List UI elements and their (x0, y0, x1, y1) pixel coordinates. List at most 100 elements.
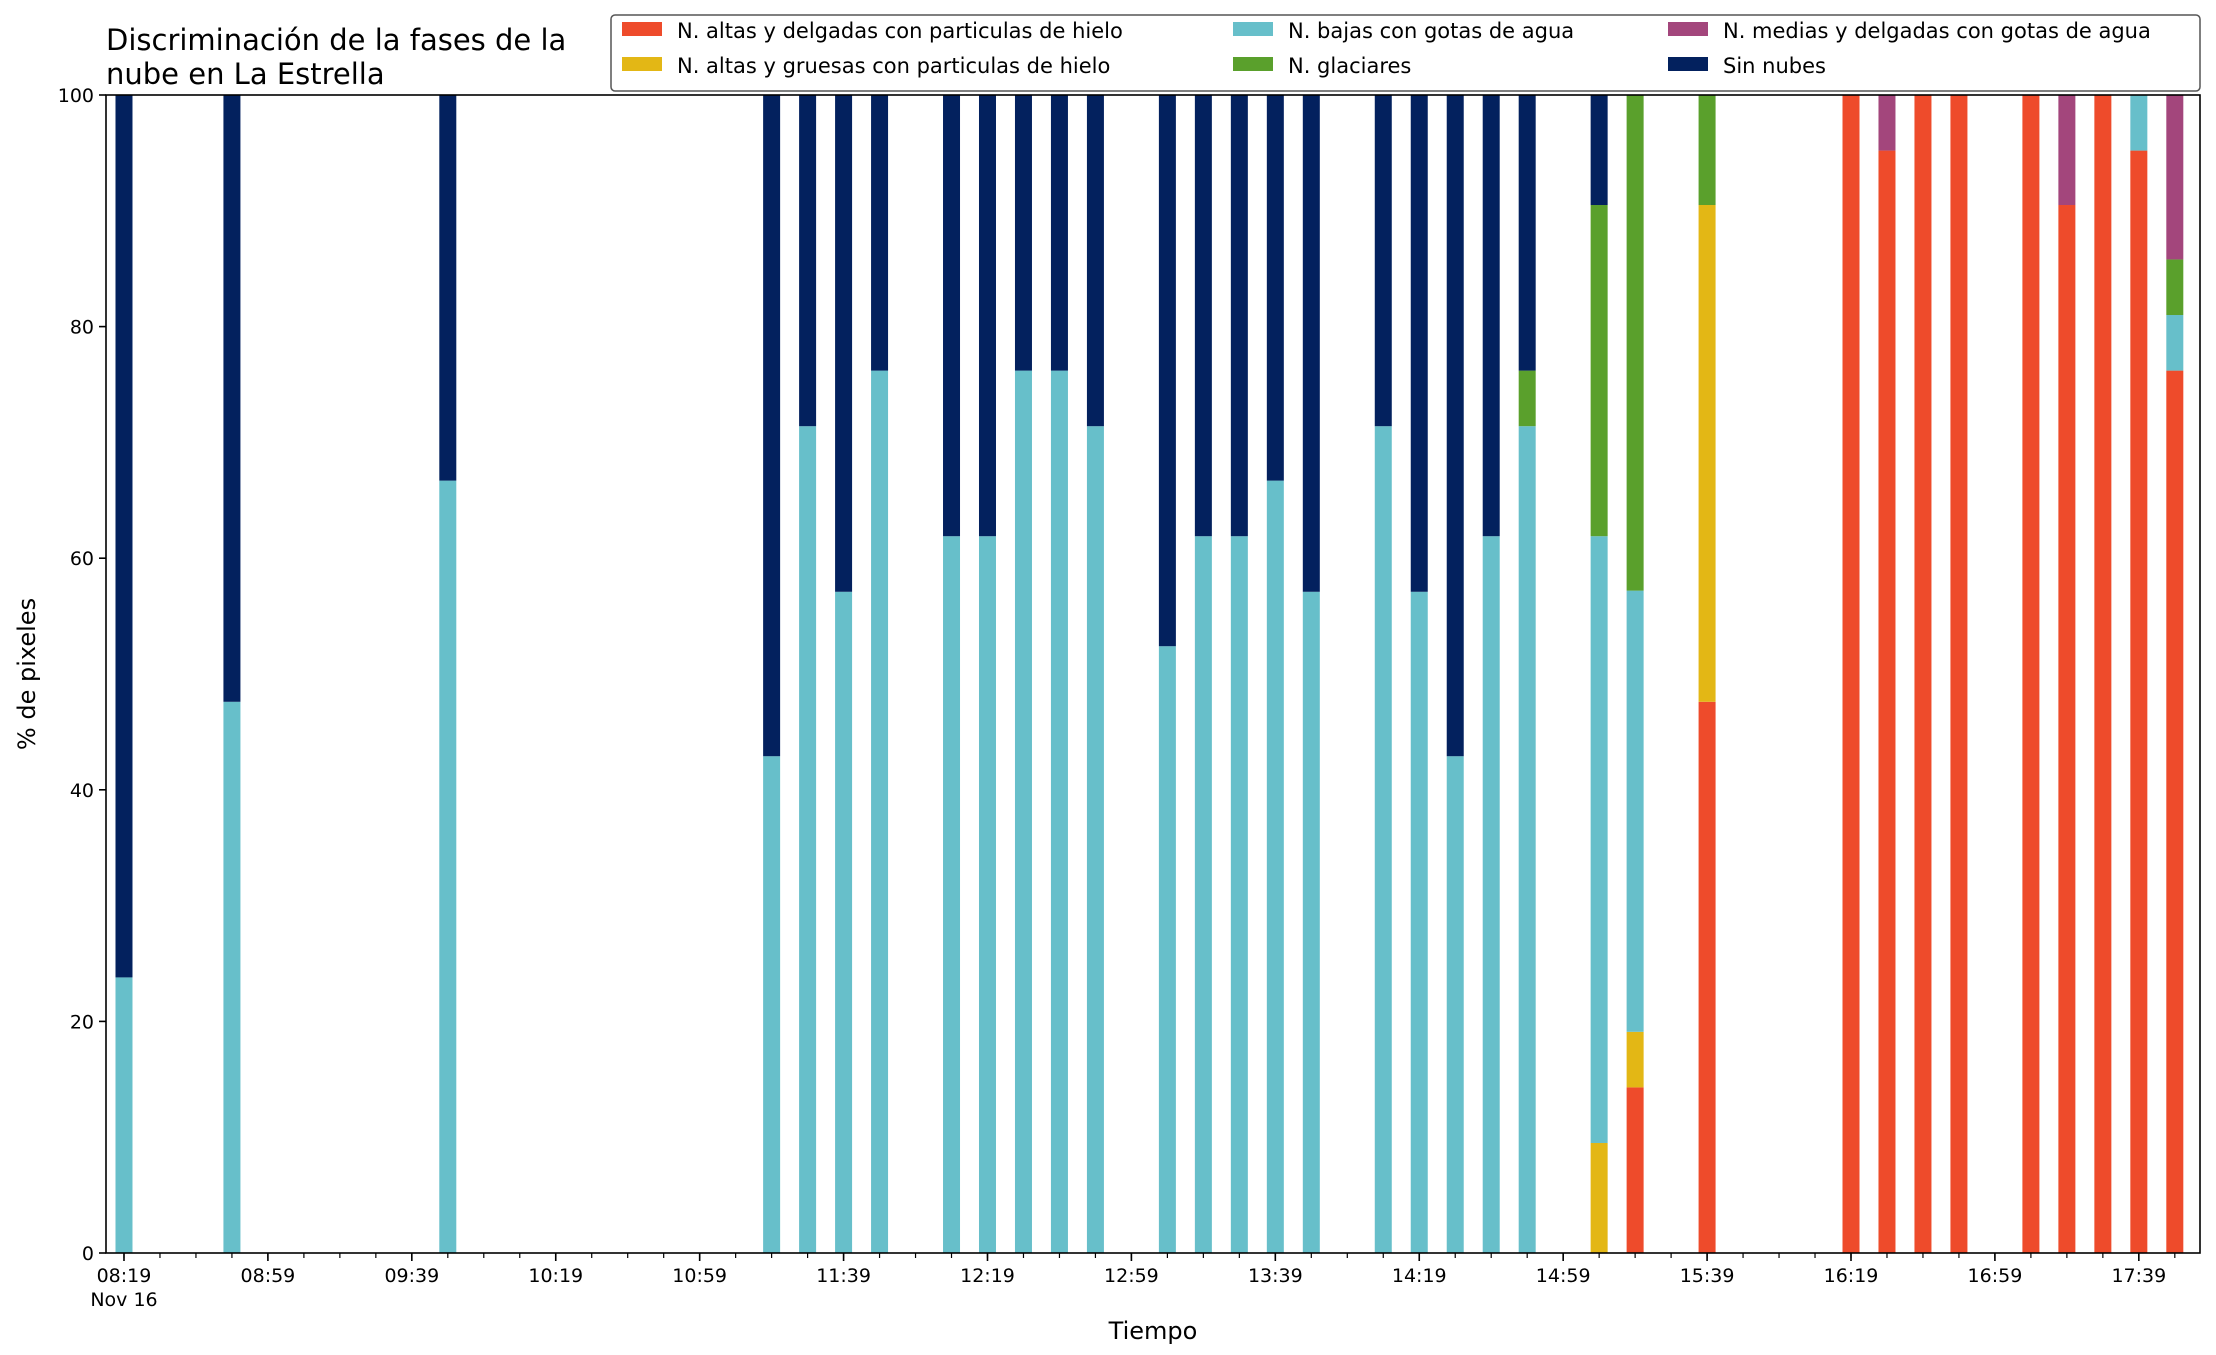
bar-segment-bajas_agua-16 (1302, 591, 1320, 1253)
plot-frame (105, 94, 2201, 1254)
bar-segment-alt_delg_hielo-29 (2022, 95, 2040, 1253)
bar-segment-sin_nubes-20 (1482, 95, 1500, 537)
bar-segment-bajas_agua-14 (1230, 536, 1248, 1253)
y-tick-label: 80 (70, 317, 94, 339)
bar-segment-alt_delg_hielo-33 (2166, 370, 2184, 1254)
bar-segment-glaciares-21 (1518, 370, 1536, 427)
bar-segment-glaciares-24 (1698, 95, 1716, 206)
bar-segment-bajas_agua-9 (1014, 370, 1032, 1254)
x-tick-label: 10:19 (528, 1265, 583, 1287)
bar-segment-alt_delg_hielo-25 (1842, 95, 1860, 1253)
bar-segment-sin_nubes-21 (1518, 95, 1536, 371)
legend-label-bajas_agua: N. bajas con gotas de agua (1288, 19, 1574, 43)
bar-segment-bajas_agua-12 (1158, 646, 1176, 1253)
y-tick-label: 60 (70, 548, 94, 570)
legend-swatch-alt_grue_hielo (622, 57, 662, 71)
bar-segment-alt_grue_hielo-22 (1590, 1142, 1608, 1253)
legend-swatch-alt_delg_hielo (622, 22, 662, 36)
bars-layer (115, 95, 2184, 1254)
bar-segment-bajas_agua-23 (1626, 590, 1644, 1032)
bar-segment-bajas_agua-6 (871, 370, 889, 1254)
legend-swatch-bajas_agua (1233, 22, 1273, 36)
bar-segment-sin_nubes-0 (115, 95, 133, 978)
bar-segment-bajas_agua-7 (943, 536, 961, 1253)
x-date-label: Nov 16 (90, 1289, 157, 1311)
bar-segment-glaciares-33 (2166, 259, 2184, 316)
legend-box (610, 14, 2201, 92)
x-tick-label: 17:39 (2111, 1265, 2166, 1287)
bar-segment-bajas_agua-3 (763, 756, 781, 1253)
y-axis-label: % de pixeles (13, 598, 41, 750)
bar-segment-bajas_agua-20 (1482, 536, 1500, 1253)
bar-segment-sin_nubes-12 (1158, 95, 1176, 647)
bar-segment-sin_nubes-15 (1266, 95, 1284, 481)
bar-segment-alt_delg_hielo-26 (1878, 150, 1896, 1254)
bar-segment-bajas_agua-0 (115, 977, 133, 1253)
bar-segment-bajas_agua-19 (1446, 756, 1464, 1253)
bar-segment-sin_nubes-17 (1374, 95, 1392, 427)
chart-title-line-1: Discriminación de la fases de la (106, 23, 566, 57)
bar-segment-bajas_agua-4 (799, 426, 817, 1253)
bar-segment-alt_delg_hielo-30 (2058, 205, 2076, 1253)
bar-segment-glaciares-23 (1626, 95, 1644, 591)
bar-segment-bajas_agua-2 (439, 480, 457, 1253)
bar-segment-sin_nubes-8 (978, 95, 996, 537)
bar-segment-alt_delg_hielo-28 (1950, 95, 1968, 1253)
bar-segment-bajas_agua-13 (1194, 536, 1212, 1253)
bar-segment-sin_nubes-19 (1446, 95, 1464, 757)
bar-segment-alt_delg_hielo-32 (2130, 150, 2148, 1254)
bar-segment-medias_agua-33 (2166, 95, 2184, 260)
bar-segment-bajas_agua-11 (1086, 426, 1104, 1253)
bar-segment-bajas_agua-1 (223, 701, 241, 1253)
bar-segment-alt_delg_hielo-27 (1914, 95, 1932, 1253)
legend-swatch-medias_agua (1668, 22, 1708, 36)
x-tick-label: 14:59 (1536, 1265, 1591, 1287)
bar-segment-alt_delg_hielo-31 (2094, 95, 2112, 1253)
bar-segment-bajas_agua-32 (2130, 95, 2148, 151)
bar-segment-sin_nubes-6 (871, 95, 889, 371)
bar-segment-bajas_agua-8 (978, 536, 996, 1253)
bar-segment-sin_nubes-11 (1086, 95, 1104, 427)
x-tick-label: 11:39 (816, 1265, 871, 1287)
bar-segment-sin_nubes-7 (943, 95, 961, 537)
bar-segment-medias_agua-26 (1878, 95, 1896, 151)
chart-title: Discriminación de la fases de la nube en… (106, 23, 576, 91)
x-tick-label: 10:59 (672, 1265, 727, 1287)
x-tick-label: 12:59 (1104, 1265, 1159, 1287)
chart-title-line-2: nube en La Estrella (106, 57, 385, 91)
legend-swatch-sin_nubes (1668, 57, 1708, 71)
y-tick-label: 100 (58, 85, 94, 107)
bar-segment-sin_nubes-4 (799, 95, 817, 427)
bar-segment-bajas_agua-33 (2166, 315, 2184, 371)
bar-segment-bajas_agua-17 (1374, 426, 1392, 1253)
legend-label-alt_grue_hielo: N. altas y gruesas con particulas de hie… (677, 54, 1110, 78)
y-tick-label: 20 (70, 1011, 94, 1033)
bar-segment-glaciares-22 (1590, 205, 1608, 537)
bar-segment-sin_nubes-1 (223, 95, 241, 702)
x-tick-label: 08:59 (241, 1265, 296, 1287)
bar-segment-alt_grue_hielo-24 (1698, 205, 1716, 702)
bar-segment-sin_nubes-18 (1410, 95, 1428, 592)
bar-segment-sin_nubes-13 (1194, 95, 1212, 537)
bar-segment-alt_delg_hielo-24 (1698, 701, 1716, 1253)
x-tick-label: 15:39 (1680, 1265, 1735, 1287)
x-tick-label: 14:19 (1392, 1265, 1447, 1287)
bar-segment-sin_nubes-14 (1230, 95, 1248, 537)
bar-segment-sin_nubes-9 (1014, 95, 1032, 371)
bar-segment-sin_nubes-2 (439, 95, 457, 481)
x-tick-label: 12:19 (960, 1265, 1015, 1287)
legend-swatch-glaciares (1233, 57, 1273, 71)
x-axis-label: Tiempo (1108, 1317, 1198, 1345)
bar-segment-alt_grue_hielo-23 (1626, 1031, 1644, 1088)
bar-segment-bajas_agua-21 (1518, 426, 1536, 1253)
bar-segment-sin_nubes-3 (763, 95, 781, 757)
bar-segment-sin_nubes-10 (1050, 95, 1068, 371)
legend-label-sin_nubes: Sin nubes (1723, 54, 1826, 78)
x-tick-label: 16:59 (1968, 1265, 2023, 1287)
bar-segment-bajas_agua-10 (1050, 370, 1068, 1254)
bar-segment-alt_delg_hielo-23 (1626, 1087, 1644, 1253)
bar-segment-medias_agua-30 (2058, 95, 2076, 206)
legend-label-glaciares: N. glaciares (1288, 54, 1411, 78)
